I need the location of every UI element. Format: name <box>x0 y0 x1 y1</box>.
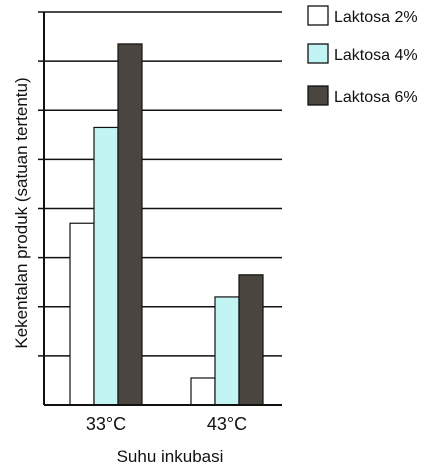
bar <box>238 274 264 406</box>
x-tick-label: 43°C <box>207 414 247 434</box>
legend-label: Laktosa 6% <box>334 89 418 106</box>
bars <box>69 43 264 406</box>
x-tick-labels: 33°C 43°C <box>86 414 247 434</box>
x-tick-label: 33°C <box>86 414 126 434</box>
bar <box>117 43 143 406</box>
legend-swatch <box>307 5 329 26</box>
x-axis-title: Suhu inkubasi <box>117 447 224 466</box>
bar <box>69 222 95 406</box>
bar <box>190 377 216 406</box>
y-axis-title: Kekentalan produk (satuan tertentu) <box>12 77 31 348</box>
bar <box>214 296 240 406</box>
bar <box>93 126 119 406</box>
legend: Laktosa 2% Laktosa 4% Laktosa 6% <box>307 5 418 106</box>
legend-swatch <box>307 85 329 106</box>
legend-label: Laktosa 4% <box>334 47 418 64</box>
legend-label: Laktosa 2% <box>334 9 418 26</box>
legend-swatch <box>307 43 329 64</box>
